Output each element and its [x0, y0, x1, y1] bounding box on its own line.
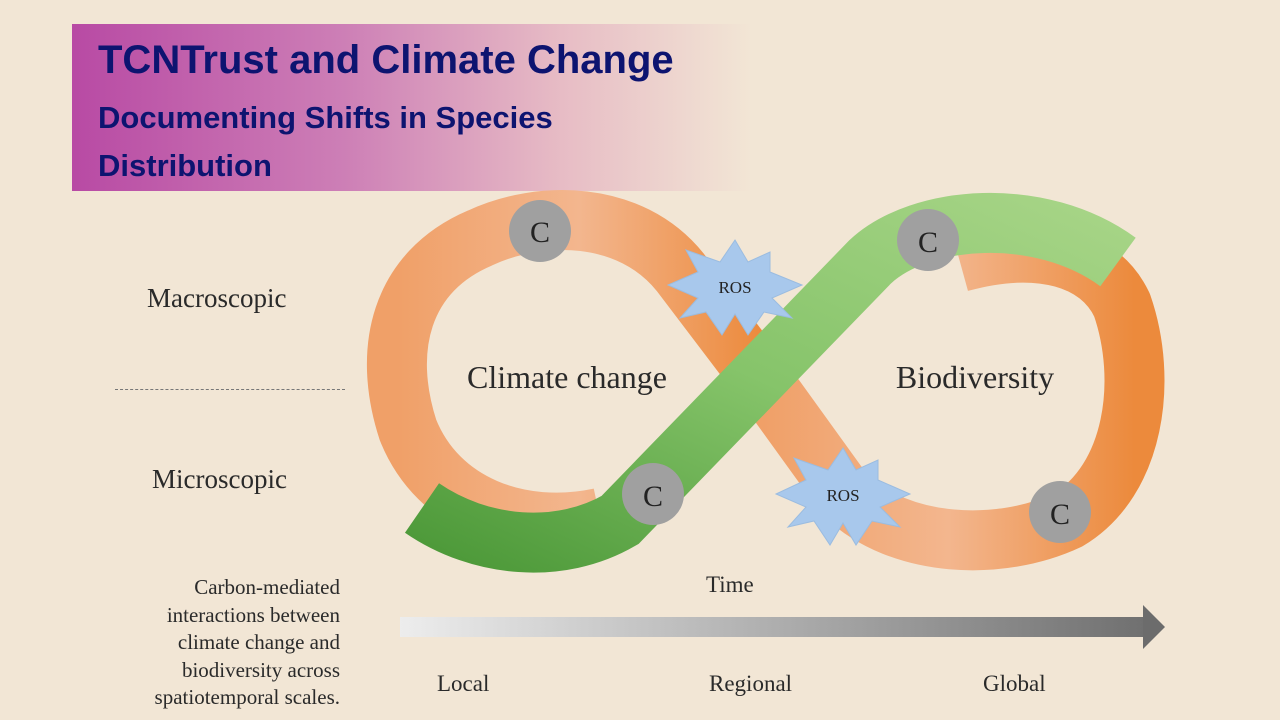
figure-caption: Carbon-mediated interactions between cli… [154, 575, 340, 709]
svg-text:ROS: ROS [826, 486, 859, 505]
left-loop-label: Climate change [467, 359, 667, 395]
time-tick-global: Global [983, 671, 1046, 696]
page-title: TCNTrust and Climate Change [98, 38, 674, 82]
svg-text:C: C [1050, 498, 1070, 531]
svg-text:C: C [643, 480, 663, 513]
scale-divider [115, 389, 345, 390]
carbon-node: C [622, 463, 684, 525]
time-tick-local: Local [437, 671, 490, 696]
time-axis-title: Time [706, 572, 754, 597]
right-loop-label: Biodiversity [896, 359, 1054, 395]
page-subtitle: Documenting Shifts in Species Distributi… [98, 100, 553, 183]
scale-label-microscopic: Microscopic [152, 464, 287, 494]
carbon-node: C [1029, 481, 1091, 543]
time-tick-regional: Regional [709, 671, 793, 696]
ros-burst: ROS [774, 447, 912, 546]
svg-text:C: C [918, 226, 938, 259]
title-banner: TCNTrust and Climate Change Documenting … [72, 24, 752, 191]
carbon-node: C [897, 209, 959, 271]
ros-burst: ROS [666, 239, 804, 336]
time-arrow [400, 605, 1165, 649]
scale-label-macroscopic: Macroscopic [147, 283, 287, 313]
svg-text:C: C [530, 216, 550, 249]
svg-text:ROS: ROS [718, 278, 751, 297]
green-band [404, 192, 1136, 573]
carbon-node: C [509, 200, 571, 262]
